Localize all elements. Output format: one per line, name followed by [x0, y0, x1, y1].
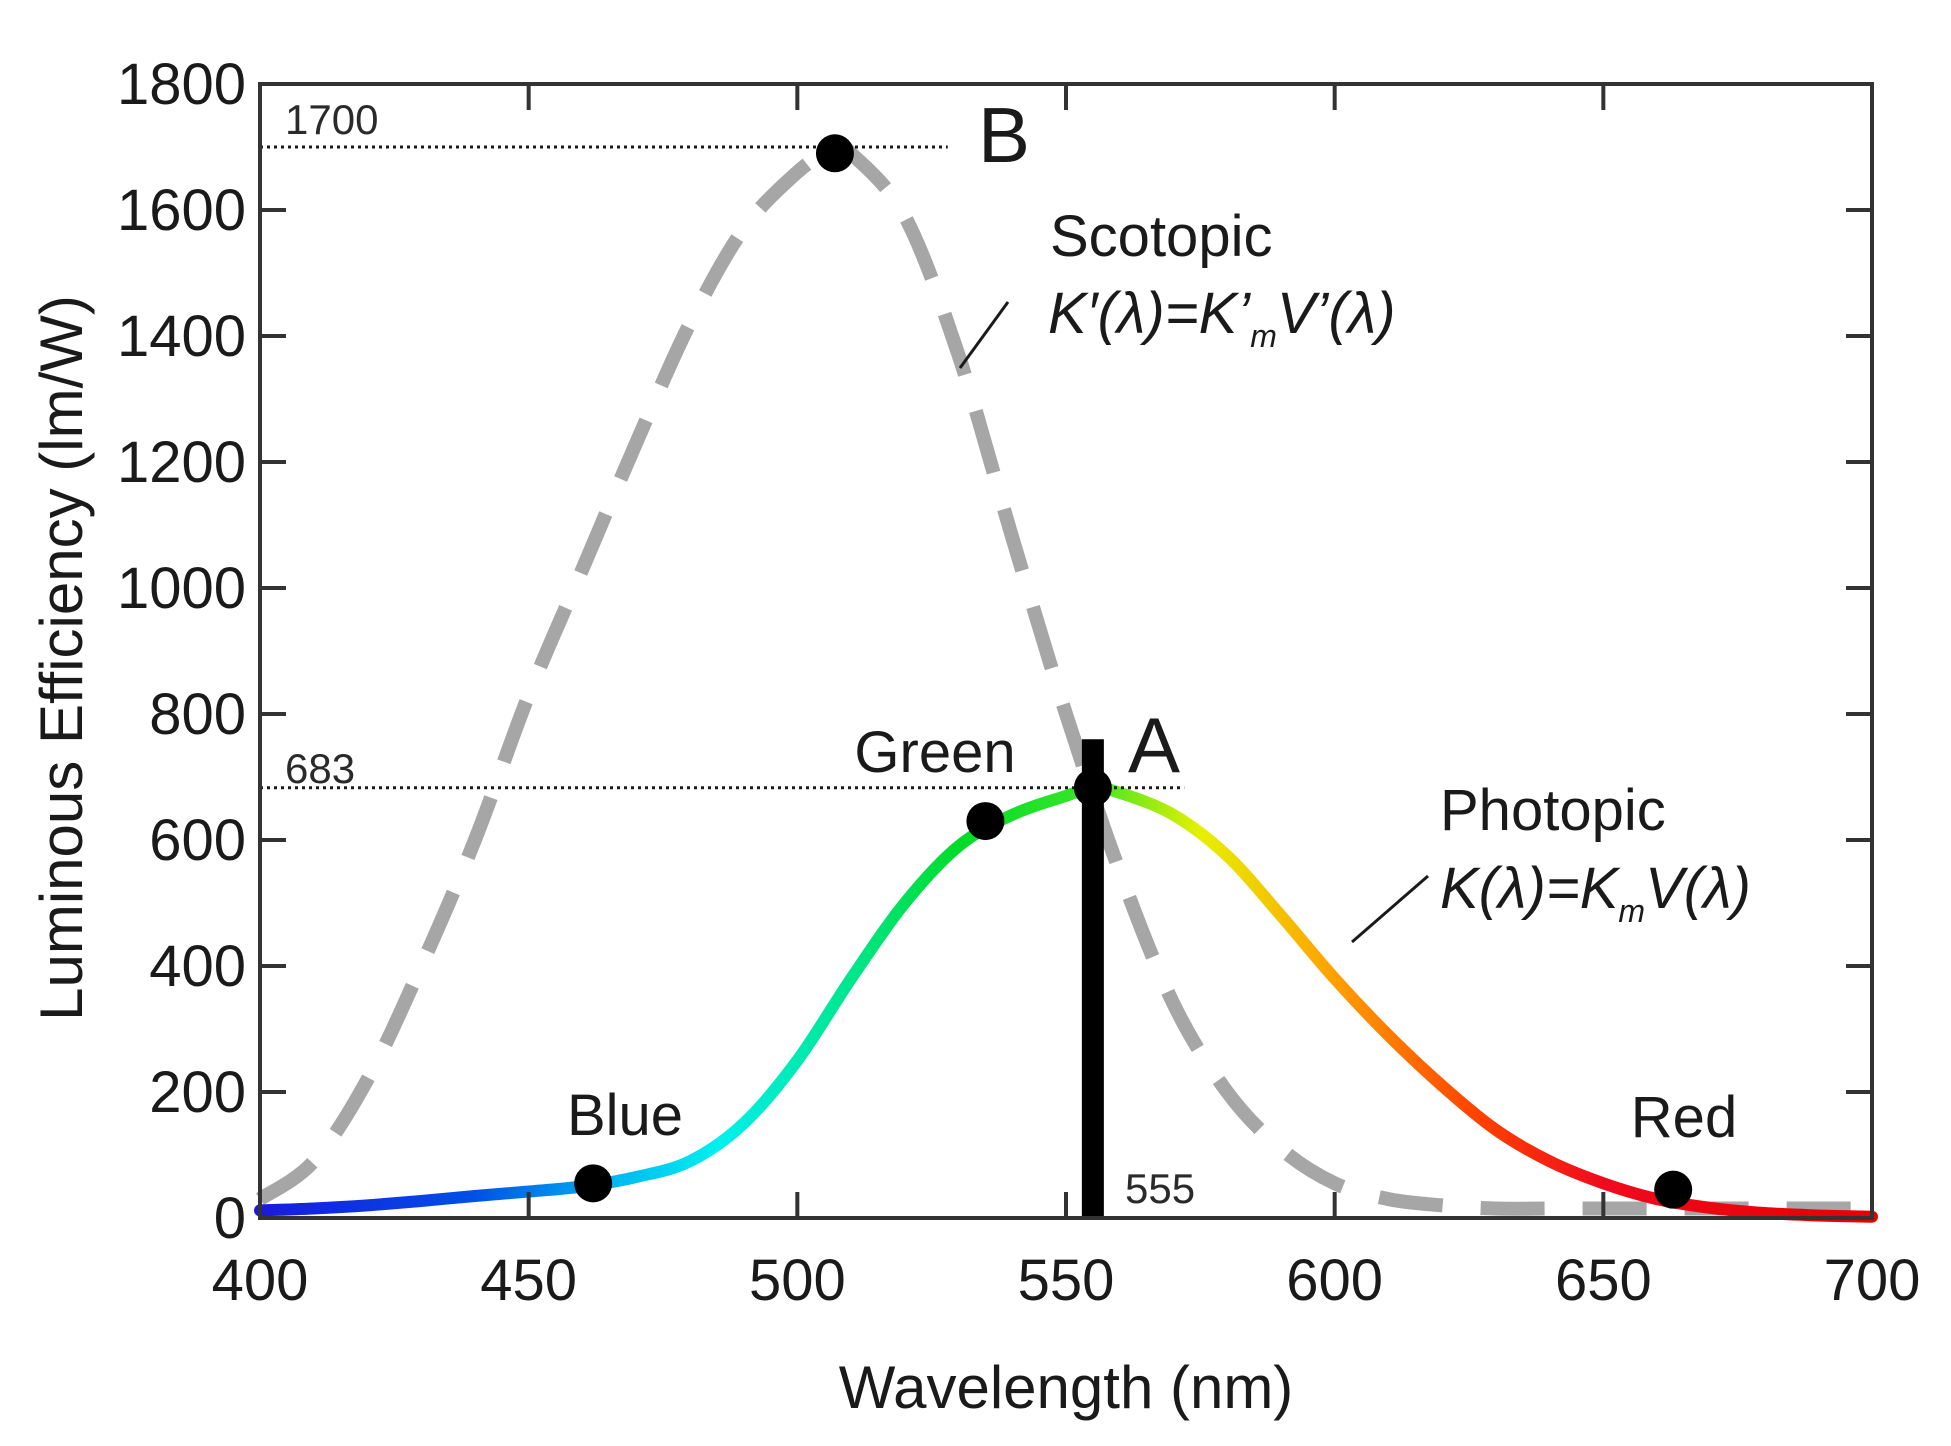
scotopic-formula-part-1: K′(λ)=K’ [1048, 281, 1251, 346]
point-blue [574, 1164, 613, 1203]
photopic-formula-part-1: K(λ)=K [1440, 856, 1621, 921]
tick-label-layer: 400 450 500 550 600 650 700 0 200 400 600 800 1000 12… [117, 52, 1920, 1313]
scotopic-formula: K′(λ)=K’mV’(λ) [1048, 281, 1396, 354]
y-axis-title: Luminous Efficiency (lm/W) [28, 295, 95, 1021]
y-tick-label-800: 800 [149, 682, 246, 747]
photopic-formula: K(λ)=KmV(λ) [1440, 856, 1751, 929]
reference-label-683: 683 [285, 745, 355, 792]
scotopic-label: Scotopic [1050, 204, 1272, 269]
photopic-formula-part-2: V(λ) [1645, 856, 1751, 921]
point-layer [574, 134, 1693, 1209]
point-label-blue: Blue [567, 1083, 683, 1148]
y-tick-label-400: 400 [149, 934, 246, 999]
tick-layer [260, 84, 1872, 1218]
point-a [1073, 768, 1112, 807]
y-tick-label-1600: 1600 [117, 178, 246, 243]
photopic-leader-line [1351, 874, 1429, 944]
point-label-a: A [1128, 701, 1180, 789]
y-tick-label-200: 200 [149, 1060, 246, 1125]
point-label-b: B [978, 91, 1030, 179]
x-axis-title: Wavelength (nm) [839, 1354, 1294, 1421]
x-tick-label-700: 700 [1824, 1248, 1921, 1313]
point-b [815, 134, 854, 173]
scotopic-curve [255, 137, 1872, 1216]
photopic-formula-subscript: m [1618, 893, 1645, 929]
photopic-label: Photopic [1440, 778, 1666, 843]
reference-lines [260, 145, 1185, 790]
photopic-curve [254, 781, 1878, 1223]
x-tick-label-450: 450 [480, 1248, 577, 1313]
point-label-green: Green [854, 720, 1015, 785]
vertical-marker-label-555: 555 [1125, 1165, 1195, 1212]
point-green [966, 802, 1005, 841]
point-red [1654, 1170, 1693, 1209]
x-tick-label-550: 550 [1018, 1248, 1115, 1313]
x-tick-label-600: 600 [1286, 1248, 1383, 1313]
y-tick-label-1800: 1800 [117, 52, 246, 117]
x-tick-label-650: 650 [1555, 1248, 1652, 1313]
y-tick-label-1000: 1000 [117, 556, 246, 621]
scotopic-leader-line [958, 301, 1010, 369]
y-tick-label-1400: 1400 [117, 304, 246, 369]
y-tick-label-0: 0 [214, 1186, 246, 1251]
y-tick-label-600: 600 [149, 808, 246, 873]
point-label-red: Red [1631, 1085, 1737, 1150]
scotopic-formula-part-2: V’(λ) [1277, 281, 1396, 346]
reference-label-1700: 1700 [285, 96, 378, 143]
x-tick-label-500: 500 [749, 1248, 846, 1313]
x-tick-label-400: 400 [212, 1248, 309, 1313]
y-tick-label-1200: 1200 [117, 430, 246, 495]
scotopic-formula-subscript: m [1250, 318, 1277, 354]
